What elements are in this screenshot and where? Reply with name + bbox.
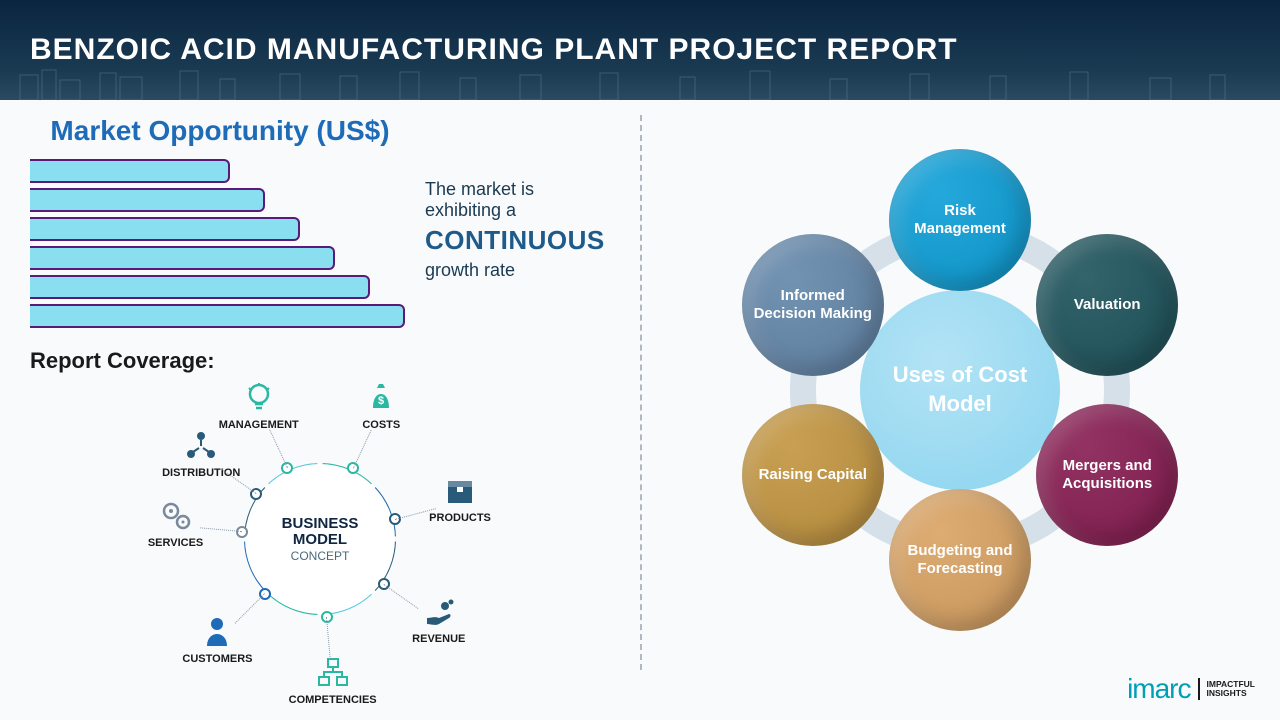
- bm-center-text: BUSINESSMODEL: [282, 516, 359, 549]
- lightbulb-icon: [241, 380, 277, 416]
- org-icon: [315, 655, 351, 691]
- bm-item-customers: CUSTOMERS: [177, 614, 257, 665]
- bm-item-services: SERVICES: [136, 498, 216, 549]
- bm-label: COMPETENCIES: [289, 694, 377, 706]
- bar-item: [30, 304, 405, 328]
- bm-item-distribution: DISTRIBUTION: [161, 428, 241, 479]
- growth-line1: The market is exhibiting a: [425, 179, 610, 221]
- bm-item-management: MANAGEMENT: [219, 380, 299, 431]
- logo-tagline: IMPACTFULINSIGHTS: [1207, 680, 1255, 699]
- moneybag-icon: $: [363, 380, 399, 416]
- cost-center: Uses of Cost Model: [860, 290, 1060, 490]
- bar-item: [30, 246, 335, 270]
- hand-icon: [421, 594, 457, 630]
- cost-node-budgeting-and-forecasting: Budgeting and Forecasting: [889, 489, 1031, 631]
- bars-and-growth: The market is exhibiting a CONTINUOUS gr…: [30, 159, 610, 328]
- svg-text:$: $: [378, 395, 384, 407]
- bm-label: REVENUE: [412, 633, 465, 645]
- person-icon: [199, 614, 235, 650]
- cost-node-raising-capital: Raising Capital: [742, 404, 884, 546]
- bm-center-sub: CONCEPT: [291, 549, 350, 563]
- logo-separator: [1198, 678, 1200, 700]
- bm-label: SERVICES: [148, 537, 203, 549]
- coverage-title: Report Coverage:: [30, 348, 610, 374]
- bar-item: [30, 275, 370, 299]
- brand-logo: imarc IMPACTFULINSIGHTS: [1127, 673, 1255, 705]
- bm-label: PRODUCTS: [429, 512, 491, 524]
- bm-item-products: PRODUCTS: [420, 473, 500, 524]
- cost-node-informed-decision-making: Informed Decision Making: [742, 234, 884, 376]
- cost-node-risk-management: Risk Management: [889, 149, 1031, 291]
- cost-center-text: Uses of Cost Model: [860, 361, 1060, 418]
- logo-name: imarc: [1127, 673, 1190, 705]
- growth-emphasis: CONTINUOUS: [425, 225, 610, 256]
- market-title: Market Opportunity (US$): [30, 115, 610, 147]
- ring-spoke: [326, 617, 331, 659]
- right-panel: Uses of Cost Model Risk ManagementValuat…: [640, 100, 1280, 720]
- box-icon: [442, 473, 478, 509]
- cost-node-mergers-and-acquisitions: Mergers and Acquisitions: [1036, 404, 1178, 546]
- bm-label: COSTS: [362, 419, 400, 431]
- bm-item-competencies: COMPETENCIES: [293, 655, 373, 706]
- cost-node-valuation: Valuation: [1036, 234, 1178, 376]
- header: BENZOIC ACID MANUFACTURING PLANT PROJECT…: [0, 0, 1280, 100]
- growth-text-block: The market is exhibiting a CONTINUOUS gr…: [425, 159, 610, 328]
- bar-item: [30, 217, 300, 241]
- cost-model-diagram: Uses of Cost Model Risk ManagementValuat…: [685, 115, 1235, 665]
- skyline-decoration: [0, 65, 1280, 100]
- network-icon: [183, 428, 219, 464]
- business-model-diagram: BUSINESSMODEL CONCEPT MANAGEMENT$COSTSPR…: [100, 384, 540, 694]
- ring-spoke: [269, 430, 288, 468]
- left-panel: Market Opportunity (US$) The market is e…: [0, 100, 640, 720]
- header-title: BENZOIC ACID MANUFACTURING PLANT PROJECT…: [30, 33, 958, 67]
- vertical-divider: [640, 115, 642, 670]
- bm-item-costs: $ COSTS: [341, 380, 421, 431]
- gears-icon: [158, 498, 194, 534]
- growth-line2: growth rate: [425, 260, 610, 281]
- bar-item: [30, 188, 265, 212]
- bm-label: CUSTOMERS: [182, 653, 252, 665]
- bar-item: [30, 159, 230, 183]
- ring-spoke: [353, 430, 372, 468]
- bar-chart: [30, 159, 405, 328]
